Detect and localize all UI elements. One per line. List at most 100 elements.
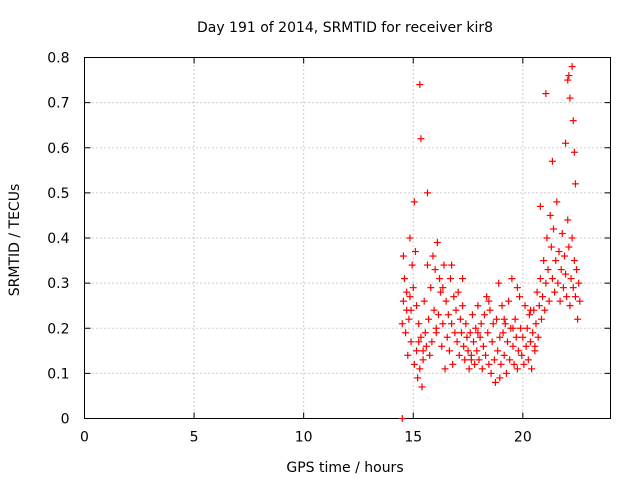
data-point <box>546 211 554 219</box>
data-point <box>528 365 536 373</box>
data-point <box>497 360 505 368</box>
data-point <box>404 351 412 359</box>
data-point <box>483 293 491 301</box>
data-point <box>464 347 472 355</box>
data-point <box>569 284 577 292</box>
data-point <box>548 157 556 165</box>
data-point <box>570 148 578 156</box>
data-point <box>467 356 475 364</box>
data-point <box>462 320 470 328</box>
data-point <box>493 315 501 323</box>
data-point <box>408 261 416 269</box>
data-point <box>556 297 564 305</box>
data-point <box>502 369 510 377</box>
data-point <box>485 297 493 305</box>
data-point <box>560 252 568 260</box>
data-point <box>566 302 574 310</box>
data-point <box>405 315 413 323</box>
data-point <box>459 302 467 310</box>
data-point <box>527 306 535 314</box>
data-point <box>563 293 571 301</box>
data-point <box>478 365 486 373</box>
data-point <box>479 342 487 350</box>
data-point <box>425 315 433 323</box>
data-point <box>454 288 462 296</box>
data-point <box>445 347 453 355</box>
data-point <box>514 347 522 355</box>
data-point <box>568 63 576 71</box>
data-point <box>558 229 566 237</box>
data-points <box>398 63 584 422</box>
data-point <box>567 275 575 283</box>
data-point <box>403 288 411 296</box>
data-point <box>494 347 502 355</box>
data-point <box>417 333 425 341</box>
data-point <box>400 275 408 283</box>
data-point <box>407 338 415 346</box>
data-point <box>413 347 421 355</box>
data-point <box>527 338 535 346</box>
data-point <box>473 347 481 355</box>
data-point <box>460 342 468 350</box>
data-point <box>559 284 567 292</box>
chart-title: Day 191 of 2014, SRMTID for receiver kir… <box>197 20 493 36</box>
data-point <box>576 297 584 305</box>
data-point <box>562 270 570 278</box>
y-tick-label: 0.7 <box>47 96 69 112</box>
data-point <box>516 293 524 301</box>
data-point <box>489 320 497 328</box>
data-point <box>449 360 457 368</box>
data-point <box>444 311 452 319</box>
data-point <box>485 360 493 368</box>
data-point <box>439 284 447 292</box>
data-point <box>532 320 540 328</box>
data-point <box>571 293 579 301</box>
data-point <box>513 365 521 373</box>
data-point <box>448 261 456 269</box>
data-point <box>420 297 428 305</box>
data-point <box>517 324 525 332</box>
data-point <box>426 351 434 359</box>
data-point <box>421 329 429 337</box>
data-point <box>482 351 490 359</box>
y-tick-label: 0.6 <box>47 141 69 157</box>
data-point <box>430 306 438 314</box>
data-point <box>522 342 530 350</box>
data-point <box>488 338 496 346</box>
data-point <box>414 374 422 382</box>
data-point <box>568 234 576 242</box>
data-point <box>471 360 479 368</box>
data-point <box>553 198 561 206</box>
data-point <box>406 234 414 242</box>
x-tick-label: 15 <box>404 430 422 446</box>
data-point <box>545 297 553 305</box>
data-point <box>443 333 451 341</box>
data-point <box>533 288 541 296</box>
data-point <box>452 306 460 314</box>
data-point <box>457 329 465 337</box>
data-point <box>419 347 427 355</box>
data-point <box>472 324 480 332</box>
y-tick-label: 0.5 <box>47 186 69 202</box>
data-point <box>501 320 509 328</box>
data-point <box>575 279 583 287</box>
data-point <box>505 297 513 305</box>
data-point <box>429 252 437 260</box>
data-point <box>523 324 531 332</box>
data-point <box>551 288 559 296</box>
data-point <box>565 72 573 80</box>
data-point <box>548 275 556 283</box>
axis-ticks: 0 5 10 15 20 0 0.1 0.2 0.3 0.4 0.5 0.6 0.7 0.8 <box>47 51 611 446</box>
data-point <box>569 117 577 125</box>
data-point <box>499 329 507 337</box>
data-point <box>529 329 537 337</box>
data-point <box>442 297 450 305</box>
data-point <box>427 284 435 292</box>
data-point <box>547 243 555 251</box>
data-point <box>562 139 570 147</box>
data-point <box>422 342 430 350</box>
data-point <box>417 135 425 143</box>
data-point <box>542 90 550 98</box>
data-point <box>540 257 548 265</box>
